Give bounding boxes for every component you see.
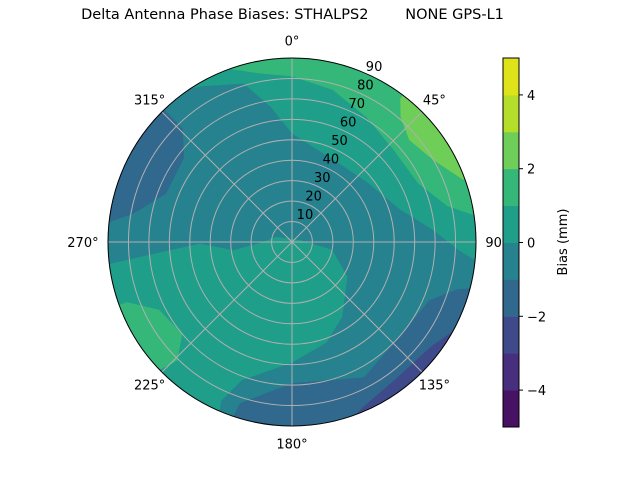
colorbar-segment-3 (503, 279, 519, 317)
colorbar-label: Bias (mm) (556, 209, 571, 276)
grid-spoke-45 (291, 111, 423, 243)
azimuth-tick-label: 225° (134, 378, 165, 393)
colorbar-tick-label: −2 (527, 310, 546, 325)
azimuth-tick-label: 45° (423, 94, 446, 109)
colorbar-segment-5 (503, 205, 519, 243)
zenith-tick-label: 40 (323, 153, 340, 168)
colorbar-tick-label: −4 (527, 384, 546, 399)
zenith-tick-label: 80 (357, 79, 374, 94)
colorbar-segment-6 (503, 168, 519, 207)
colorbar-segment-9 (503, 58, 519, 96)
grid-spoke-135 (291, 241, 423, 373)
colorbar-segment-0 (503, 390, 519, 428)
azimuth-tick-label: 180° (276, 437, 307, 452)
grid-spoke-315 (161, 111, 293, 243)
zenith-tick-label: 70 (349, 97, 366, 112)
zenith-tick-label: 10 (297, 208, 314, 223)
colorbar-segment-8 (503, 94, 519, 133)
colorbar-tick-label: 2 (527, 163, 535, 178)
colorbar-tick-label: 0 (527, 237, 535, 252)
grid-spoke-225 (161, 241, 293, 373)
colorbar-segment-1 (503, 353, 519, 391)
colorbar-tick-label: 4 (527, 89, 535, 104)
zenith-tick-label: 50 (331, 134, 348, 149)
azimuth-tick-label: 315° (134, 94, 165, 109)
contour-region-4 (108, 302, 183, 426)
contour-region-5 (108, 58, 185, 223)
chart-title: Delta Antenna Phase Biases: STHALPS2 NON… (81, 7, 504, 23)
colorbar-segment-7 (503, 131, 519, 170)
zenith-tick-label: 20 (305, 190, 322, 205)
colorbar-segment-4 (503, 242, 519, 280)
azimuth-tick-label: 270° (67, 236, 98, 251)
colorbar-segment-2 (503, 316, 519, 354)
azimuth-tick-label: 135° (419, 378, 450, 393)
zenith-tick-label: 90 (366, 60, 383, 75)
azimuth-tick-label: 0° (285, 35, 300, 50)
zenith-tick-label: 60 (340, 116, 357, 131)
zenith-tick-label: 30 (314, 171, 331, 186)
polar-frame (107, 57, 477, 427)
